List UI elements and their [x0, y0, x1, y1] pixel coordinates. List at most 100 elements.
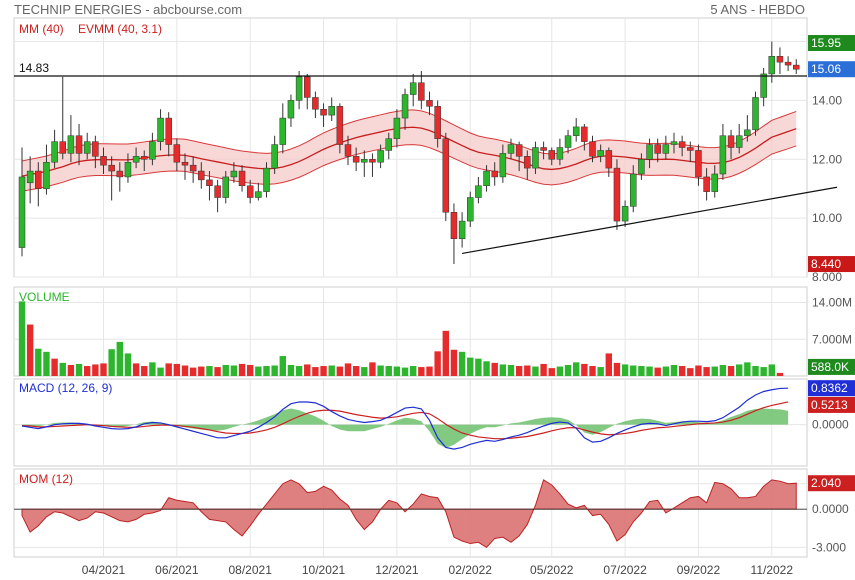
volume-bar	[157, 367, 164, 376]
candle-body	[646, 144, 653, 160]
volume-bar	[263, 366, 270, 376]
candle-body	[450, 212, 458, 239]
volume-bar	[100, 363, 107, 376]
candle-body	[26, 170, 34, 184]
candle-body	[515, 144, 523, 157]
volume-bar	[287, 364, 295, 376]
signal-badge: 0.5213	[811, 398, 848, 412]
volume-bar	[18, 301, 26, 376]
volume-bar	[92, 364, 99, 376]
candle-body	[467, 197, 474, 222]
volume-bar	[59, 362, 66, 376]
candle-body	[287, 100, 295, 119]
candle-body	[108, 164, 115, 172]
macd-badge-bg	[808, 380, 855, 397]
candle-body	[735, 135, 743, 148]
price-last-badge: 15.06	[811, 62, 841, 76]
volume-bar	[736, 364, 743, 376]
candle-body	[434, 106, 441, 139]
candle-body	[222, 176, 229, 198]
macd-series	[21, 387, 789, 450]
volume-bar	[548, 368, 555, 376]
volume-bar	[564, 364, 572, 376]
volume-bar	[279, 356, 286, 376]
axis-labels: 04/2021 06/2021 08/2021 10/2021 12/2021 02/20…	[82, 35, 855, 577]
volume-bar	[491, 362, 498, 376]
volume-bar	[695, 365, 702, 376]
volume-bar	[499, 364, 507, 376]
volume-last-badge: 588.0K	[811, 360, 849, 374]
volume-bar	[524, 365, 531, 376]
price-high-badge-bg	[808, 35, 855, 52]
volume-bar	[556, 366, 564, 376]
volume-bar	[589, 366, 596, 376]
candle-body	[662, 144, 670, 154]
volume-bar	[401, 367, 409, 376]
candle-body	[263, 167, 270, 192]
candle-body	[43, 161, 50, 189]
volume-bar	[467, 357, 474, 376]
volume-bar	[344, 363, 352, 376]
volume-bar	[613, 362, 621, 376]
candle-body	[760, 73, 767, 98]
candle-body	[385, 138, 392, 151]
price-low-badge-bg	[808, 256, 855, 273]
candle-body	[271, 144, 278, 169]
candle-body	[784, 61, 792, 66]
legend-evmm: EVMM (40, 3.1)	[78, 22, 162, 36]
volume-bar	[149, 362, 156, 376]
volume-bar	[483, 361, 490, 376]
volume-bar	[75, 363, 83, 376]
candle-body	[768, 56, 776, 75]
volume-bar	[361, 367, 368, 376]
momentum-badge-bg	[808, 475, 855, 492]
volume-bar	[678, 366, 686, 376]
candle-body	[687, 147, 694, 151]
volume-bar	[35, 348, 42, 376]
candle-body	[581, 126, 588, 142]
volume-y-tick: 7.000M	[812, 332, 852, 346]
candle-body	[149, 141, 156, 160]
volume-bar	[352, 366, 360, 376]
candle-body	[491, 170, 498, 178]
volume-bar	[540, 363, 547, 376]
volume-bar	[67, 364, 75, 376]
legend-volume: VOLUME	[19, 290, 70, 304]
resistance-label: 14.83	[19, 61, 49, 75]
x-tick-label: 05/2022	[530, 563, 574, 577]
volume-bar	[51, 358, 58, 376]
volume-y-tick: 14.00M	[812, 296, 852, 310]
candle-body	[336, 106, 344, 145]
candle-body	[401, 94, 409, 119]
volume-bar	[189, 367, 197, 376]
volume-bar	[26, 324, 34, 376]
candle-body	[238, 170, 246, 187]
candle-body	[377, 150, 384, 163]
candle-body	[418, 82, 425, 101]
candle-body	[173, 144, 181, 163]
volume-bar	[475, 358, 482, 376]
candle-body	[409, 82, 417, 95]
candle-body	[589, 141, 596, 157]
signal-badge-bg	[808, 396, 855, 413]
price-y-tick: 12.00	[812, 152, 842, 166]
volume-bar	[385, 366, 392, 376]
candle-body	[35, 170, 42, 189]
volume-bar	[662, 366, 670, 376]
volume-bar	[222, 364, 229, 376]
volume-bar	[621, 364, 629, 376]
candle-body	[524, 156, 531, 169]
momentum-badge: 2.040	[811, 476, 841, 490]
price-y-tick: 10.00	[812, 211, 842, 225]
macd-y-tick: 0.0000	[812, 418, 849, 432]
candle-body	[344, 144, 352, 157]
volume-bar	[141, 366, 148, 376]
candle-body	[59, 141, 66, 154]
candle-body	[678, 141, 686, 148]
volume-bar	[450, 349, 458, 376]
candle-body	[214, 185, 221, 198]
candle-body	[458, 220, 466, 239]
volume-bar	[410, 366, 417, 376]
candle-body	[499, 153, 507, 178]
volume-bar	[418, 367, 425, 376]
